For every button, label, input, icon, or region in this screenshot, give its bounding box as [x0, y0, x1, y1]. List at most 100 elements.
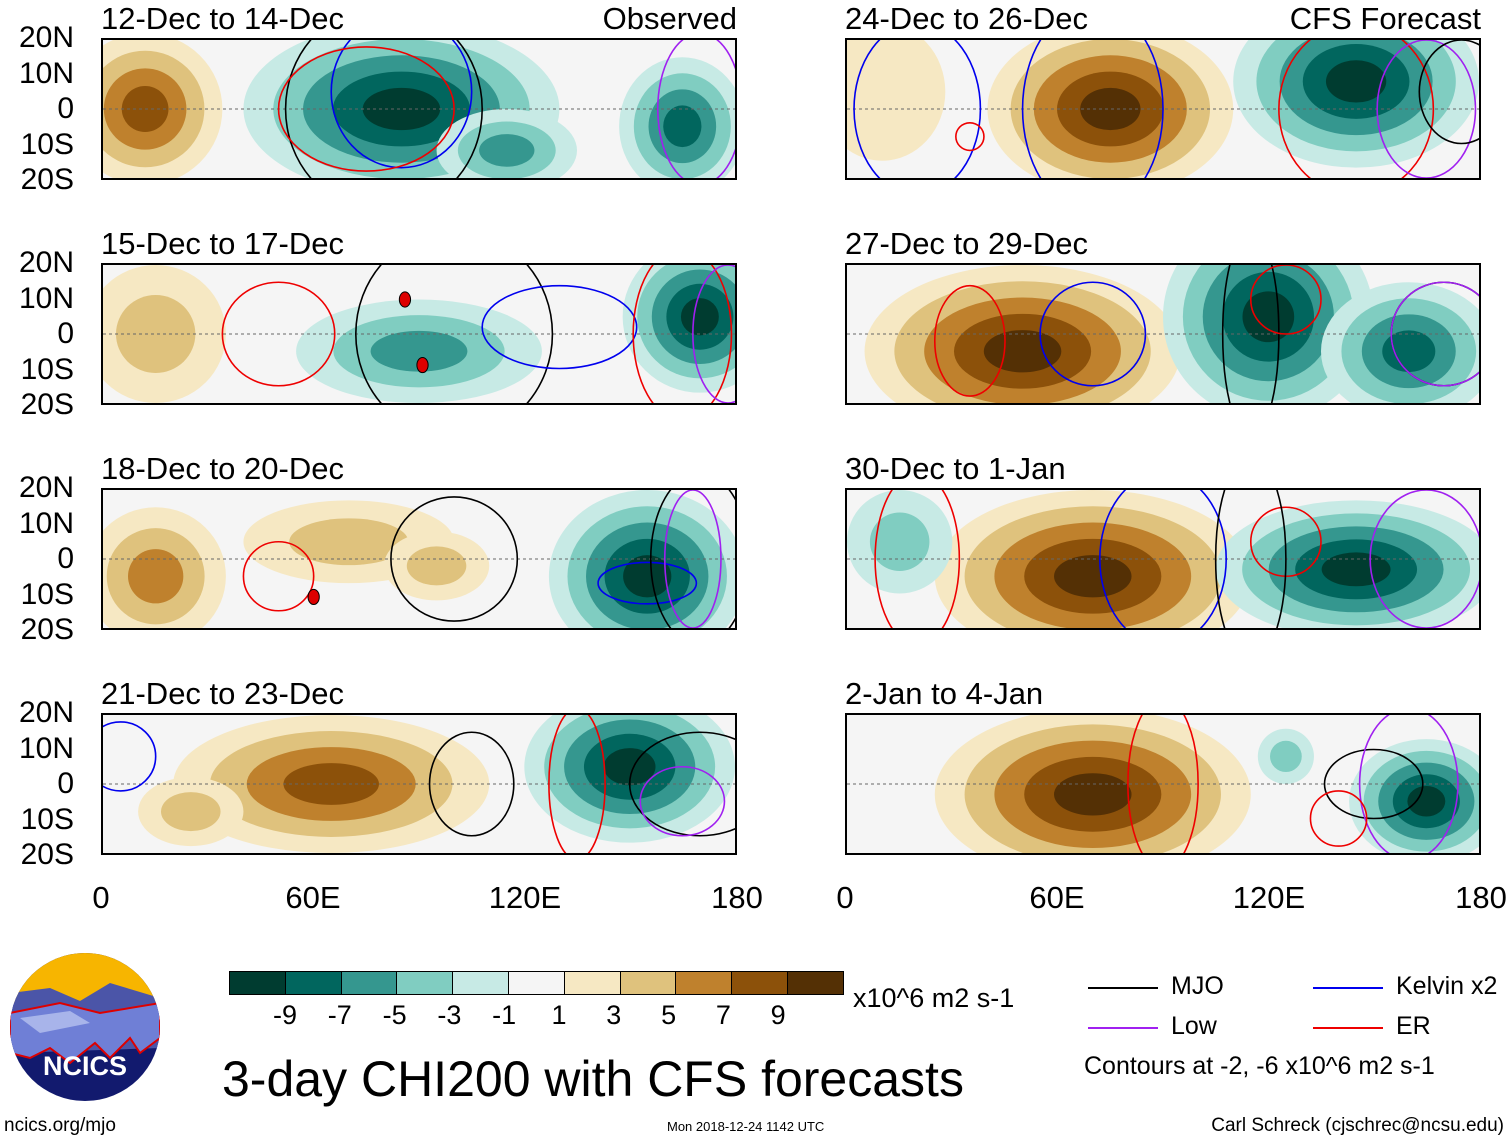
- anomaly-shading: [370, 330, 468, 372]
- low-contour: [1370, 490, 1479, 628]
- colorbar-label: 9: [770, 1000, 786, 1030]
- colorbar: [229, 971, 844, 995]
- lat-label: 10N: [18, 281, 74, 315]
- anomaly-shading: [128, 549, 184, 604]
- low-contour: [665, 490, 721, 628]
- low-contour: [1360, 715, 1458, 853]
- colorbar-swatch: [341, 972, 398, 994]
- map-panel: [101, 713, 737, 855]
- lat-label: 20S: [20, 613, 74, 646]
- lat-label: 0: [57, 317, 74, 350]
- kelvin-contour: [1023, 40, 1163, 178]
- mjo-contour: [391, 497, 517, 621]
- colorbar-label: -3: [437, 1000, 462, 1030]
- lat-label: 10S: [20, 802, 74, 836]
- colorbar-label: -9: [272, 1000, 297, 1030]
- er-contour: [633, 265, 731, 403]
- er-contour: [222, 282, 334, 386]
- map-panel: [845, 263, 1481, 405]
- lat-label: 10N: [18, 56, 74, 90]
- lon-label: 0: [836, 880, 854, 915]
- tropical-cyclone-icon: [308, 589, 319, 604]
- panel-title: 27-Dec to 29-Dec: [845, 226, 1088, 261]
- colorbar-label: -1: [492, 1000, 517, 1030]
- kelvin-contour: [103, 722, 156, 791]
- colorbar-swatch: [676, 972, 733, 994]
- legend-line-low: [1088, 1027, 1158, 1029]
- anomaly-shading: [869, 512, 930, 571]
- legend-label: MJO: [1171, 972, 1224, 1000]
- mjo-contour: [286, 40, 483, 178]
- panel-title: 15-Dec to 17-Dec: [101, 226, 344, 261]
- colorbar-swatch: [453, 972, 509, 994]
- er-contour: [1279, 40, 1433, 178]
- lat-label: 20N: [18, 696, 74, 729]
- mjo-contour: [356, 265, 553, 403]
- low-contour: [1377, 40, 1475, 178]
- lat-label: 10S: [20, 352, 74, 386]
- mjo-contour: [430, 732, 514, 836]
- colorbar-label: -7: [327, 1000, 352, 1030]
- er-contour: [243, 542, 313, 611]
- low-contour: [693, 265, 735, 403]
- lon-label: 120E: [488, 880, 562, 915]
- mjo-contour: [651, 490, 735, 628]
- mjo-contour: [1419, 40, 1479, 144]
- anomaly-shading: [847, 40, 946, 161]
- colorbar-swatch: [732, 972, 788, 994]
- panel-title: 12-Dec to 14-Dec: [101, 1, 344, 36]
- footer-author: Carl Schreck (cjschrec@ncsu.edu): [1211, 1115, 1504, 1136]
- anomaly-shading: [603, 748, 656, 786]
- colorbar-label: 7: [715, 1000, 731, 1030]
- colorbar-label: 3: [606, 1000, 622, 1030]
- footer-timestamp: Mon 2018-12-24 1142 UTC: [667, 1119, 825, 1134]
- mjo-contour: [1325, 750, 1423, 819]
- kelvin-contour: [854, 40, 980, 178]
- colorbar-label: 1: [551, 1000, 567, 1030]
- er-contour: [956, 123, 984, 151]
- er-contour: [1128, 715, 1198, 853]
- kelvin-contour: [598, 562, 696, 603]
- footer-url: ncics.org/mjo: [4, 1115, 116, 1136]
- colorbar-label: -5: [382, 1000, 407, 1030]
- anomaly-shading: [1054, 555, 1132, 598]
- colorbar-swatch: [620, 972, 677, 994]
- figure-title: 3-day CHI200 with CFS forecasts: [222, 1051, 964, 1107]
- lon-label: 60E: [285, 880, 341, 915]
- lat-label: 0: [57, 767, 74, 800]
- lat-label: 20N: [18, 246, 74, 279]
- colorbar-swatch: [397, 972, 454, 994]
- legend-line-kelvin: [1313, 987, 1383, 989]
- tropical-cyclone-icon: [417, 357, 428, 372]
- colorbar-swatch: [230, 972, 286, 994]
- anomaly-shading: [406, 546, 467, 586]
- anomaly-shading: [1382, 330, 1436, 373]
- panel-title: 18-Dec to 20-Dec: [101, 451, 344, 486]
- kelvin-contour: [482, 286, 636, 369]
- lat-label: 20S: [20, 163, 74, 196]
- anomaly-shading: [1054, 773, 1132, 816]
- er-contour: [1251, 265, 1321, 334]
- colorbar-units: x10^6 m2 s-1: [853, 983, 1015, 1013]
- lat-label: 10N: [18, 731, 74, 765]
- lat-label: 10S: [20, 127, 74, 161]
- map-panel: [845, 713, 1481, 855]
- anomaly-shading: [680, 298, 719, 336]
- svg-text:NCICS: NCICS: [43, 1051, 127, 1081]
- panel-title: 21-Dec to 23-Dec: [101, 676, 344, 711]
- map-panel: [845, 38, 1481, 180]
- anomaly-shading: [161, 792, 221, 832]
- panel-title: 24-Dec to 26-Dec: [845, 1, 1088, 36]
- anomaly-shading: [1321, 552, 1391, 587]
- low-contour: [1391, 282, 1479, 386]
- map-panel: [101, 38, 737, 180]
- ncics-logo: NCICS: [10, 953, 160, 1101]
- mjo-contour: [1216, 490, 1286, 628]
- anomaly-shading: [1242, 291, 1295, 343]
- anomaly-shading: [115, 295, 196, 373]
- anomaly-shading: [479, 134, 535, 167]
- colorbar-swatch: [787, 972, 843, 994]
- kelvin-contour: [331, 40, 471, 168]
- er-contour: [1310, 791, 1366, 846]
